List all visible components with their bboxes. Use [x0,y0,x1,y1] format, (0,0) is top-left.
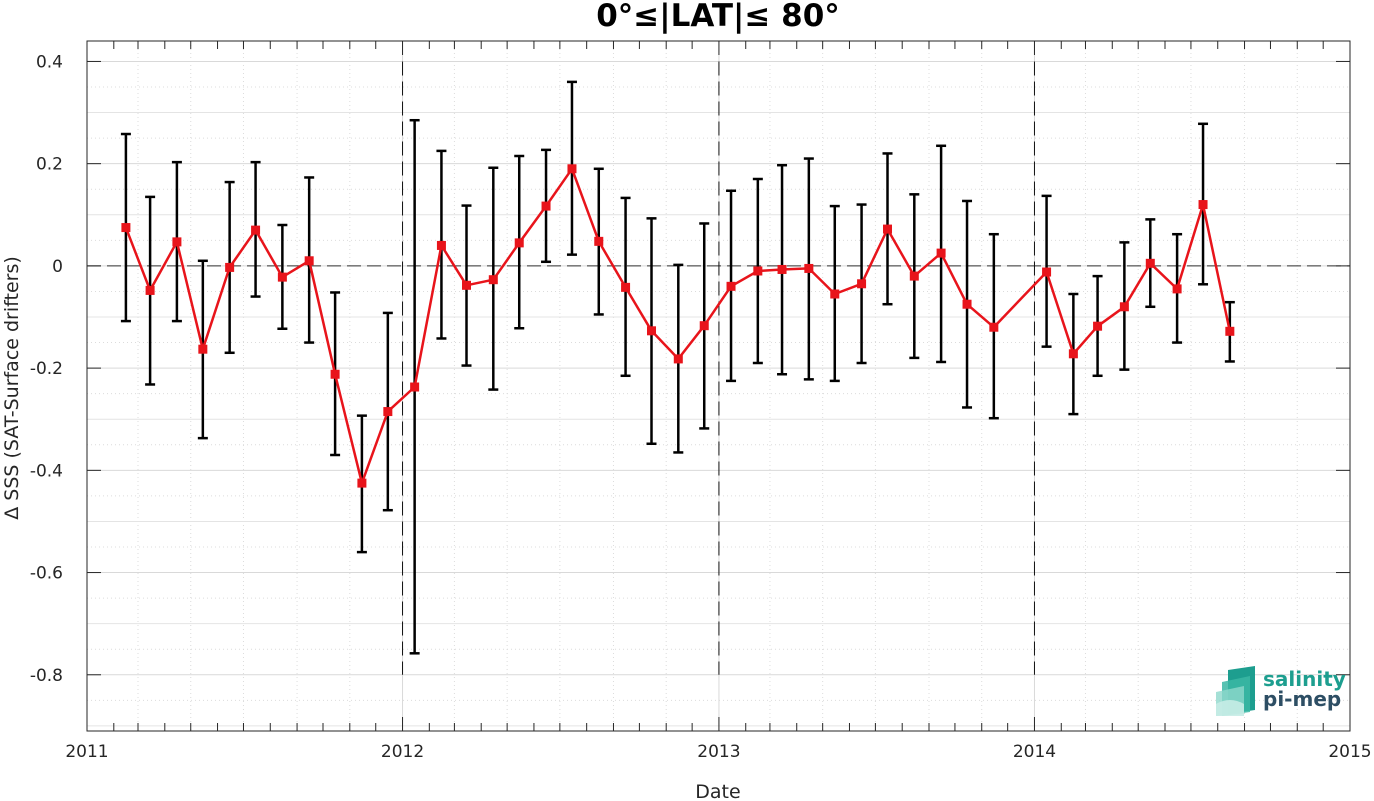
data-point [753,266,763,276]
data-point [621,282,631,292]
data-point [172,237,182,247]
y-tick-label: -0.6 [30,564,63,584]
data-point [514,238,524,248]
data-point [1093,321,1103,331]
data-point [1145,258,1155,268]
axes [86,40,1351,732]
data-point [726,281,736,291]
data-point [145,285,155,295]
data-markers [121,164,1235,488]
data-point [277,272,287,282]
data-point [777,264,787,274]
y-tick-label: -0.4 [30,461,63,481]
data-point [673,354,683,364]
data-point [383,407,393,417]
logo-text-line1: salinity [1263,667,1346,691]
data-point [1119,302,1129,312]
data-point [304,256,314,266]
data-point [488,275,498,285]
data-point [251,225,261,235]
x-tick-label: 2014 [1013,742,1056,762]
data-point [699,321,709,331]
logo-waves-icon [1216,666,1255,716]
x-tick-label: 2012 [381,742,424,762]
y-tick-label: -0.8 [30,666,63,686]
data-point [936,248,946,258]
y-tick-label: -0.2 [30,359,63,379]
data-point [804,263,814,273]
data-point [1068,349,1078,359]
data-point [410,382,420,392]
y-tick-label: 0.2 [36,155,63,175]
data-point [962,299,972,309]
reference-lines [87,61,1350,675]
data-point [541,201,551,211]
data-point [436,240,446,250]
data-point [647,326,657,336]
y-tick-label: 0.4 [36,52,63,72]
data-point [198,344,208,354]
x-axis-label: Date [695,781,740,801]
data-point [462,280,472,290]
salinity-pi-mep-logo: salinity pi-mep [1216,666,1346,716]
logo-text-line2: pi-mep [1263,687,1341,711]
data-point [830,289,840,299]
data-point [1172,284,1182,294]
data-point [883,224,893,234]
x-tick-label: 2013 [697,742,740,762]
x-tick-label: 2011 [65,742,108,762]
x-tick-label: 2015 [1328,742,1371,762]
axes-box [86,40,1351,732]
data-point [1042,267,1052,277]
data-point [594,236,604,246]
data-point [989,322,999,332]
tick-labels: 0.4 0.2 0 -0.2 -0.4 -0.6 -0.8 2011 2012 2013 2014 2… [30,52,1372,762]
data-point [1225,326,1235,336]
y-tick-label: 0 [52,257,63,277]
data-point [857,279,867,289]
data-point [567,164,577,174]
data-point [121,223,131,233]
data-point [1198,200,1208,210]
data-point [909,271,919,281]
y-axis-label: Δ SSS (SAT-Surface drifters) [1,256,23,520]
error-bars [120,80,1235,655]
chart-title: 0°≤|LAT|≤ 80° [596,0,840,34]
data-point [330,369,340,379]
data-point [357,478,367,488]
data-point [225,262,235,272]
